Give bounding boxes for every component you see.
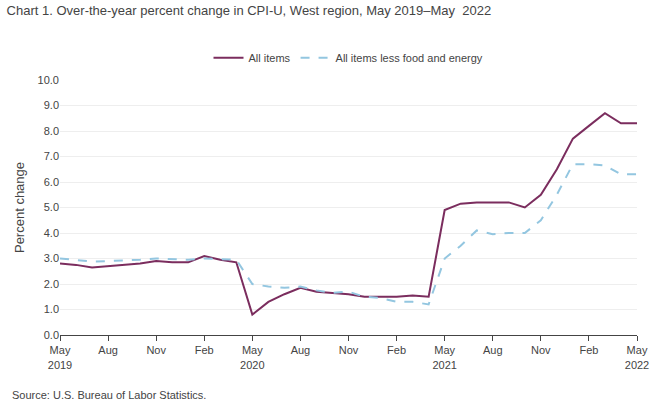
svg-text:0.0: 0.0 — [44, 329, 59, 341]
svg-text:Percent change: Percent change — [12, 162, 27, 253]
svg-text:4.0: 4.0 — [44, 227, 59, 239]
svg-text:Source: U.S. Bureau of Labor S: Source: U.S. Bureau of Labor Statistics. — [12, 389, 206, 401]
svg-text:Aug: Aug — [483, 344, 503, 356]
svg-text:10.0: 10.0 — [38, 74, 59, 86]
svg-text:May2022: May2022 — [625, 344, 649, 370]
svg-text:Aug: Aug — [98, 344, 118, 356]
svg-text:May2020: May2020 — [240, 344, 264, 370]
svg-text:Feb: Feb — [579, 344, 598, 356]
svg-text:5.0: 5.0 — [44, 201, 59, 213]
svg-text:Aug: Aug — [291, 344, 311, 356]
svg-text:Feb: Feb — [387, 344, 406, 356]
svg-text:2.0: 2.0 — [44, 278, 59, 290]
svg-text:1.0: 1.0 — [44, 303, 59, 315]
svg-text:All items: All items — [249, 52, 291, 64]
svg-text:Nov: Nov — [146, 344, 166, 356]
svg-text:Chart 1. Over-the-year percent: Chart 1. Over-the-year percent change in… — [7, 3, 492, 18]
svg-text:9.0: 9.0 — [44, 99, 59, 111]
svg-text:May2019: May2019 — [48, 344, 72, 370]
svg-text:All items less food and energy: All items less food and energy — [336, 52, 483, 64]
svg-text:6.0: 6.0 — [44, 176, 59, 188]
svg-text:8.0: 8.0 — [44, 125, 59, 137]
svg-text:7.0: 7.0 — [44, 150, 59, 162]
svg-text:May2021: May2021 — [432, 344, 456, 370]
svg-text:Feb: Feb — [195, 344, 214, 356]
svg-text:Nov: Nov — [339, 344, 359, 356]
svg-text:3.0: 3.0 — [44, 252, 59, 264]
svg-text:Nov: Nov — [531, 344, 551, 356]
